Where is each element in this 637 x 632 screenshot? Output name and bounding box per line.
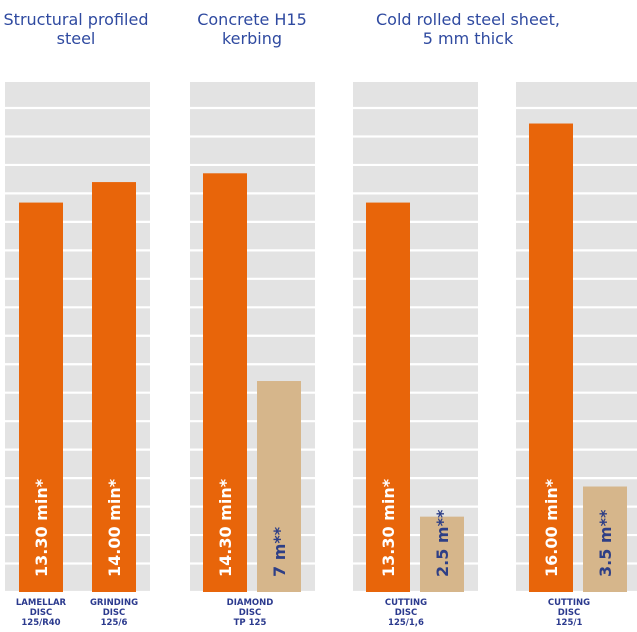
bar-time <box>19 202 63 593</box>
category-label: DISC <box>395 608 418 618</box>
bar-time <box>366 202 410 593</box>
bar-value-label: 13.30 min* <box>32 478 51 577</box>
bar-value-label: 13.30 min* <box>379 478 398 577</box>
category-label: LAMELLAR <box>16 598 67 608</box>
group-title: 5 mm thick <box>423 29 514 48</box>
bar-length <box>583 486 627 592</box>
group-title: Structural profiled <box>4 10 149 29</box>
category-label: DISC <box>103 608 126 618</box>
category-label: CUTTING <box>385 598 427 608</box>
bar-length <box>420 516 464 592</box>
bar-value-label: 16.00 min* <box>542 478 561 577</box>
category-label: 125/1 <box>556 618 583 628</box>
category-label: 125/6 <box>101 618 128 628</box>
category-label: DISC <box>239 608 262 618</box>
bar-value-label: 14.30 min* <box>216 478 235 577</box>
category-label: CUTTING <box>548 598 590 608</box>
bar-value-label: 7 m** <box>270 526 289 577</box>
group-title: kerbing <box>222 29 282 48</box>
category-label: GRINDING <box>90 598 138 608</box>
bar-value-label: 2.5 m** <box>433 509 452 577</box>
group-title: steel <box>57 29 96 48</box>
category-label: DISC <box>30 608 53 618</box>
category-label: 125/1,6 <box>388 618 424 628</box>
bar-length <box>257 381 301 592</box>
category-label: 125/R40 <box>21 618 60 628</box>
category-label: TP 125 <box>234 618 267 628</box>
group-title: Concrete H15 <box>197 10 307 29</box>
group-title: Cold rolled steel sheet, <box>376 10 560 29</box>
bar-value-label: 3.5 m** <box>596 509 615 577</box>
bar-value-label: 14.00 min* <box>105 478 124 577</box>
bar-time <box>529 123 573 593</box>
bar-time <box>203 173 247 592</box>
category-label: DISC <box>558 608 581 618</box>
bar-time <box>92 182 136 592</box>
category-label: DIAMOND <box>227 598 274 608</box>
